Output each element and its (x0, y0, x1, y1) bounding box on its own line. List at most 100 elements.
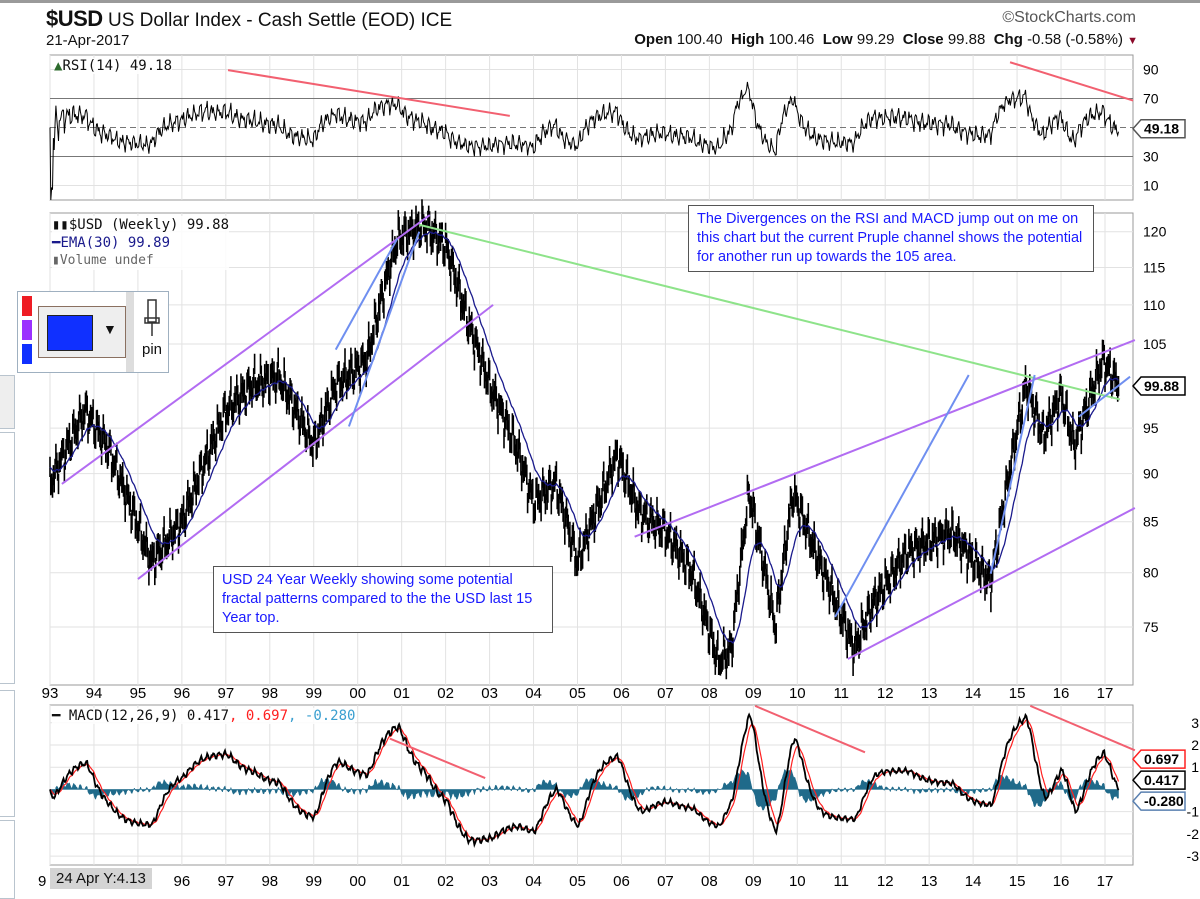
price-trendline-blue (989, 374, 1036, 574)
x-tick-label: 06 (613, 873, 630, 890)
selected-color-swatch (47, 315, 93, 351)
rsi-tick-label: 30 (1143, 149, 1159, 165)
price-tick-label: 120 (1143, 224, 1167, 240)
side-toolbar-item[interactable] (0, 375, 15, 429)
candle-icon: ▮▮ (52, 217, 69, 233)
low-label: Low (822, 31, 853, 48)
side-toolbar-group[interactable] (0, 432, 15, 684)
macd-tick-label: -2 (1187, 826, 1200, 842)
macd-signal-last-value: 0.697 (1144, 751, 1179, 767)
x-tick-label: 16 (1053, 873, 1070, 890)
macd-legend: ━ MACD(12,26,9) 0.417, 0.697, -0.280 (52, 708, 356, 724)
price-trendline-purple (137, 304, 494, 580)
x-tick-label: 11 (833, 873, 849, 890)
price-trendline-purple (61, 214, 431, 485)
x-tick-label: 05 (569, 873, 586, 890)
chart-title: $USD US Dollar Index - Cash Settle (EOD)… (46, 6, 452, 32)
price-trendline-blue (1078, 375, 1131, 418)
x-tick-label: 05 (569, 685, 586, 702)
macd-trendline-red (389, 737, 486, 780)
x-tick-label: 15 (1009, 685, 1026, 702)
brand-link[interactable]: ©StockCharts.com (1002, 9, 1136, 26)
macd-tick-label: 2 (1191, 737, 1199, 753)
swatch-red[interactable] (22, 296, 32, 316)
x-tick-label: 08 (701, 873, 718, 890)
x-tick-label: 15 (1009, 873, 1026, 890)
rsi-tick-label: 10 (1143, 178, 1159, 194)
side-toolbar-group-3[interactable] (0, 820, 15, 899)
macd-trendline-red (754, 704, 866, 754)
ema-legend-text: EMA(30) 99.89 (60, 235, 171, 251)
price-tick-label: 80 (1143, 565, 1159, 581)
x-tick-label: 10 (789, 685, 806, 702)
rsi-line (49, 81, 1119, 201)
macd-tick-label: -1 (1187, 804, 1200, 820)
price-tick-label: 110 (1143, 297, 1166, 313)
x-tick-label: 95 (130, 685, 147, 702)
price-trendline-blue (334, 238, 399, 351)
window-top-border (0, 0, 1200, 3)
rsi-trendline-red (1009, 61, 1134, 102)
x-tick-label: 02 (437, 685, 454, 702)
x-tick-label: 9 (38, 873, 46, 890)
side-toolbar-group-2[interactable] (0, 690, 15, 817)
pin-button[interactable]: pin (136, 292, 168, 372)
price-tick-label: 85 (1143, 514, 1159, 530)
close-label: Close (902, 31, 944, 48)
swatch-blue[interactable] (22, 344, 32, 364)
rsi-last-value: 49.18 (1144, 121, 1179, 137)
x-tick-label: 93 (42, 685, 59, 702)
x-tick-label: 10 (789, 873, 806, 890)
rsi-last-value-box (1131, 118, 1186, 139)
annotation-divergence-note[interactable]: The Divergences on the RSI and MACD jump… (688, 205, 1094, 272)
down-arrow-icon: ▼ (1127, 35, 1138, 47)
x-tick-label: 96 (174, 685, 191, 702)
x-tick-label: 12 (877, 873, 894, 890)
change-label: Chg (993, 31, 1023, 48)
x-tick-label: 17 (1097, 873, 1114, 890)
x-tick-label: 12 (877, 685, 894, 702)
macd-last-value: 0.417 (1144, 772, 1179, 788)
x-tick-label: 99 (305, 685, 322, 702)
x-tick-label: 01 (393, 873, 410, 890)
annotation-fractal-note[interactable]: USD 24 Year Weekly showing some potentia… (213, 566, 553, 633)
price-trendline-green (419, 223, 1121, 401)
macd-tick-label: 1 (1191, 759, 1199, 775)
x-tick-label: 04 (525, 685, 542, 702)
macd-hist-last-value-box (1131, 791, 1186, 811)
swatch-purple[interactable] (22, 320, 32, 340)
price-legend-text: $USD (Weekly) 99.88 (68, 217, 230, 233)
ohlc-readout: Open 100.40 High 100.46 Low 99.29 Close … (634, 31, 1138, 48)
volume-bars-icon: ▮ (52, 253, 60, 268)
chevron-down-icon: ▼ (103, 321, 117, 337)
x-tick-label: 03 (481, 685, 498, 702)
macd-last-value-box (1131, 770, 1186, 790)
x-tick-label: 00 (349, 685, 366, 702)
x-tick-label: 00 (349, 873, 366, 890)
chart-date: 21-Apr-2017 (46, 32, 130, 49)
rsi-tick-label: 70 (1143, 91, 1159, 107)
x-tick-label: 06 (613, 685, 630, 702)
macd-tick-label: 3 (1191, 715, 1199, 731)
pin-label: pin (141, 341, 163, 358)
x-tick-label: 14 (965, 873, 982, 890)
rsi-legend-text: RSI(14) 49.18 (62, 58, 173, 74)
x-tick-label: 09 (745, 873, 762, 890)
price-last-value-box (1131, 376, 1186, 396)
annotation-style-widget: ▼ pin (17, 291, 169, 373)
x-tick-label: 03 (481, 873, 498, 890)
color-dropdown[interactable]: ▼ (38, 306, 126, 358)
x-tick-label: 97 (217, 685, 234, 702)
x-tick-label: 98 (261, 685, 278, 702)
x-tick-label: 13 (921, 873, 938, 890)
pin-icon (144, 299, 160, 336)
symbol: $USD (46, 6, 103, 31)
close-value: 99.88 (947, 31, 986, 48)
macd-signal-last-value-box (1131, 749, 1186, 769)
price-tick-label: 105 (1143, 336, 1167, 352)
low-value: 99.29 (856, 31, 895, 48)
x-tick-label: 98 (261, 873, 278, 890)
x-tick-label: 97 (217, 873, 234, 890)
macd-line-icon: ━ (52, 708, 69, 724)
